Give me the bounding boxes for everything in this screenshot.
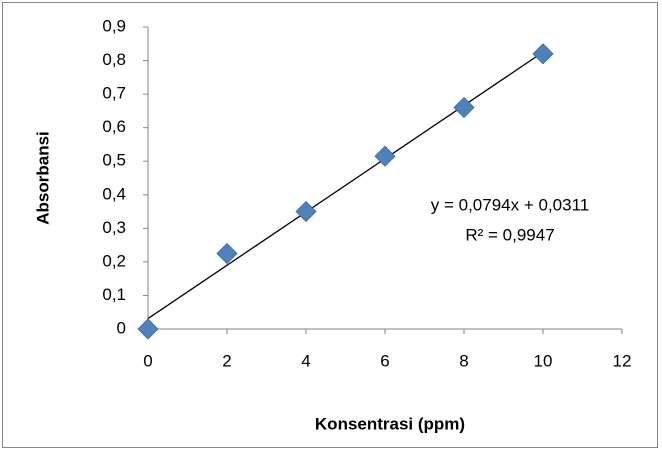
trendline-r2: R² = 0,9947: [465, 225, 554, 244]
trendline-equation: y = 0,0794x + 0,0311: [431, 195, 589, 214]
y-tick-label: 0,1: [102, 285, 126, 304]
y-tick-label: 0,9: [102, 16, 126, 35]
x-tick-label: 0: [143, 351, 152, 370]
y-tick-label: 0: [117, 318, 126, 337]
data-point: [137, 318, 159, 340]
y-tick-label: 0,6: [102, 117, 126, 136]
data-point: [295, 200, 317, 223]
y-tick-label: 0,8: [102, 50, 126, 69]
chart-border: [2, 2, 658, 448]
y-tick-label: 0,2: [102, 251, 126, 270]
data-point: [532, 43, 554, 65]
x-tick-label: 10: [534, 351, 553, 370]
y-tick-label: 0,3: [102, 218, 126, 237]
data-point: [216, 242, 238, 265]
x-axis-title: Konsentrasi (ppm): [315, 414, 465, 433]
x-tick-label: 6: [380, 351, 389, 370]
y-tick-label: 0,4: [102, 184, 126, 203]
x-tick-label: 2: [222, 351, 231, 370]
y-axis-title: Absorbansi: [33, 131, 52, 225]
x-tick-label: 12: [613, 351, 632, 370]
y-tick-label: 0,5: [102, 151, 126, 170]
x-tick-label: 4: [301, 351, 310, 370]
y-tick-label: 0,7: [102, 84, 126, 103]
trendline: [147, 51, 544, 320]
data-point: [374, 145, 396, 167]
x-tick-label: 8: [459, 351, 468, 370]
data-point: [453, 96, 475, 119]
